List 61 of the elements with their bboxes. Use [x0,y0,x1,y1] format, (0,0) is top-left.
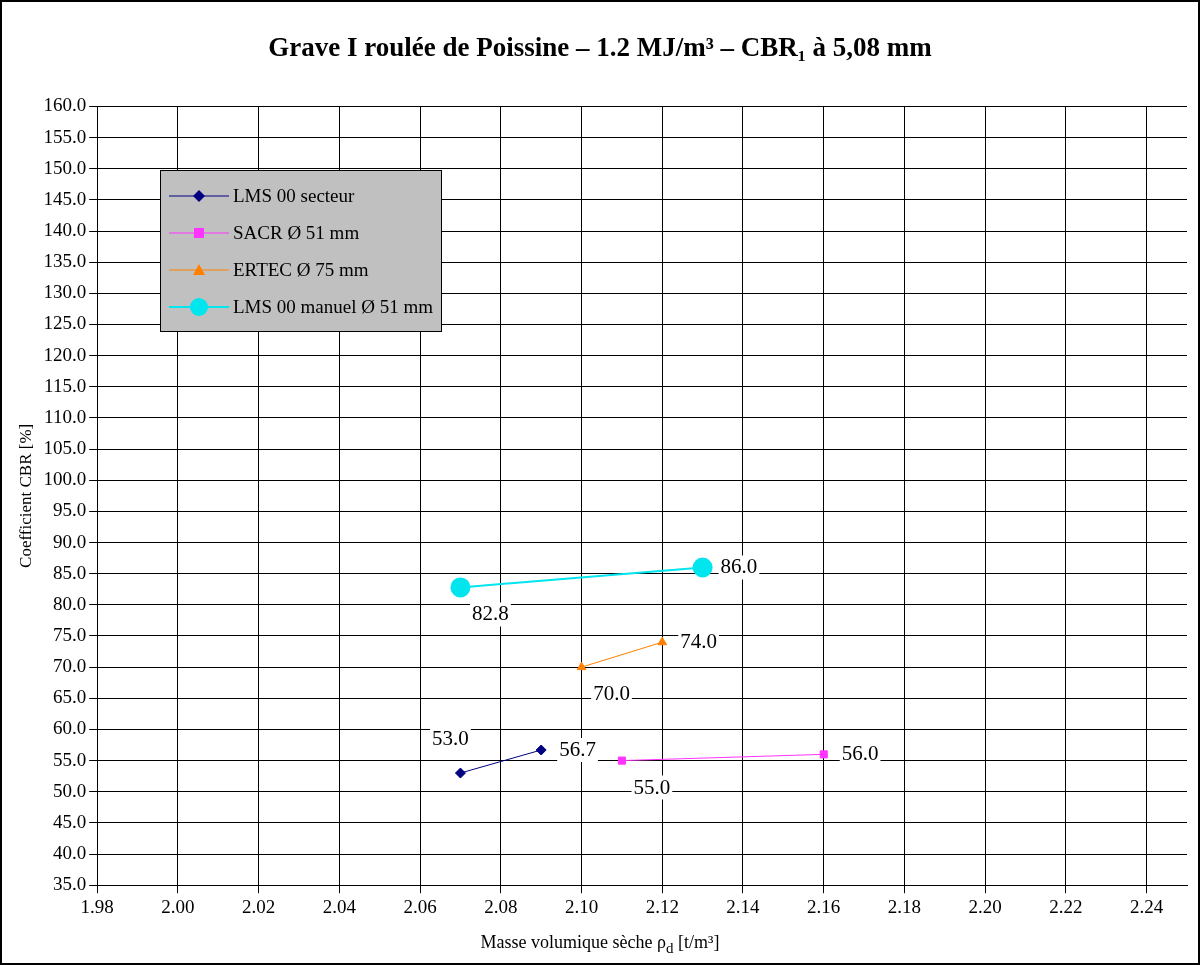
y-tick-label: 100.0 [43,468,87,490]
legend-label: SACR Ø 51 mm [233,221,360,244]
data-label: 53.0 [432,726,469,751]
x-tick-label: 2.06 [403,895,437,917]
point [454,767,466,779]
x-tick-label: 1.98 [80,895,114,917]
y-tick-label: 70.0 [52,655,87,677]
y-tick-label: 35.0 [52,873,87,895]
x-tick-label: 2.18 [887,895,922,917]
y-tick-label: 115.0 [44,374,87,396]
y-tick-label: 105.0 [43,437,87,459]
y-tick-label: 45.0 [52,810,87,832]
chart-title: Grave I roulée de Poissine – 1.2 MJ/m³ – CBR₁ à 5,08 mm [267,32,933,63]
data-label: 55.0 [633,774,671,799]
y-tick-label: 120.0 [43,343,87,365]
point [617,756,626,765]
y-tick-label: 125.0 [43,312,87,334]
y-tick-label: 65.0 [52,686,87,708]
point [450,577,471,598]
x-tick-label: 2.14 [726,895,761,917]
data-label: 82.8 [472,601,509,626]
x-tick-label: 2.00 [161,895,195,917]
y-tick-label: 90.0 [52,530,87,552]
x-tick-label: 2.22 [1049,895,1083,917]
y-tick-label: 140.0 [43,218,87,240]
y-tick-label: 85.0 [52,561,87,583]
x-tick-label: 2.04 [322,895,357,917]
point [535,744,547,756]
y-tick-label: 155.0 [43,125,87,147]
x-tick-label: 2.24 [1130,895,1164,917]
y-tick-label: 135.0 [43,250,87,272]
y-tick-label: 60.0 [52,717,87,739]
data-label: 70.0 [593,681,630,706]
y-tick-label: 150.0 [43,156,87,178]
y-tick-label: 145.0 [43,187,87,209]
y-tick-label: 160.0 [43,94,87,116]
y-tick-label: 80.0 [52,592,87,614]
legend-label: LMS 00 secteur [233,184,355,207]
point [692,557,713,578]
legend-label: LMS 00 manuel Ø 51 mm [233,295,434,318]
y-tick-label: 75.0 [52,623,87,645]
y-tick-label: 110.0 [44,405,87,427]
data-label: 74.0 [680,629,718,654]
y-tick-label: 55.0 [52,748,87,770]
y-tick-label: 50.0 [52,779,87,801]
x-tick-label: 2.20 [968,895,1002,917]
y-tick-label: 40.0 [52,842,87,864]
x-tick-label: 2.12 [645,895,679,917]
legend-label: ERTEC Ø 75 mm [233,258,369,281]
data-label: 86.0 [720,554,758,579]
y-tick-label: 130.0 [43,281,87,303]
y-tick-label: 95.0 [52,499,87,521]
data-label: 56.7 [559,737,596,762]
x-tick-label: 2.02 [241,895,276,917]
y-axis-title: Coefficient CBR [%] [15,423,35,568]
point [819,750,828,759]
x-axis-title: Masse volumique sèche ρ$_{d}$ [t/m³] [479,932,721,957]
x-tick-label: 2.10 [564,895,599,917]
data-label: 56.0 [841,741,879,766]
x-tick-label: 2.08 [484,895,518,917]
x-tick-label: 2.16 [807,895,841,917]
